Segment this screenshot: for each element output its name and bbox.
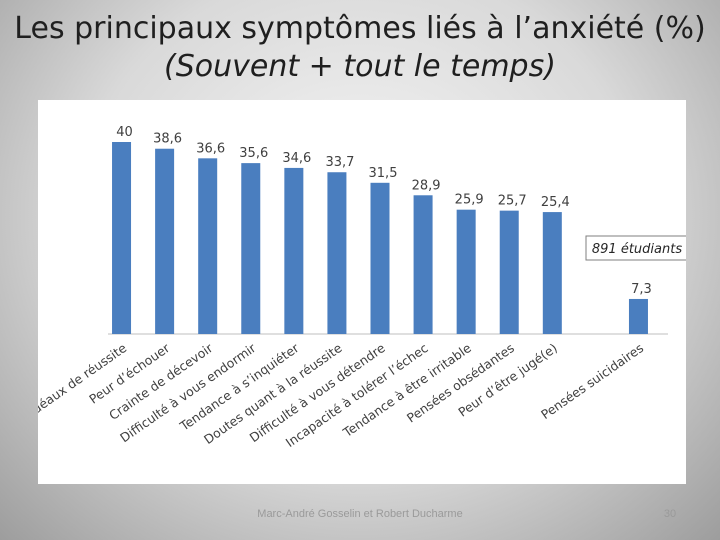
data-label: 38,6 <box>153 132 182 147</box>
bar <box>241 163 261 334</box>
data-label: 33,7 <box>325 155 354 170</box>
title-line-1: Les principaux symptômes liés à l’anxiét… <box>14 11 706 46</box>
data-label: 34,6 <box>282 151 311 166</box>
bar <box>542 212 562 334</box>
data-label: 35,6 <box>239 146 268 161</box>
bar <box>284 167 304 334</box>
bar <box>413 195 433 334</box>
data-label: 31,5 <box>369 166 398 181</box>
annotation-frame <box>585 235 686 261</box>
data-label: 25,4 <box>541 195 570 210</box>
footer-credit: Marc-André Gosselin et Robert Ducharme <box>257 508 463 520</box>
page-number: 30 <box>663 508 677 520</box>
bar <box>155 148 175 334</box>
bar <box>628 298 648 334</box>
data-label: 40 <box>116 125 133 140</box>
chart-panel: 40 Idéaux de réussite 38,6 Peur d’échouer 36… <box>38 100 686 484</box>
data-label: 25,7 <box>498 194 527 209</box>
annotation-text: 891 étudiants <box>592 242 682 257</box>
data-label: 25,9 <box>455 193 484 208</box>
bar <box>456 209 476 334</box>
bar <box>370 182 390 334</box>
data-label: 36,6 <box>196 141 225 156</box>
bar <box>499 210 519 334</box>
title-line-2: (Souvent + tout le temps) <box>164 49 556 84</box>
data-label: 7,3 <box>631 282 652 297</box>
slide-title: Les principaux symptômes liés à l’anxiét… <box>0 10 720 86</box>
data-label: 28,9 <box>412 178 441 193</box>
bar <box>198 158 218 334</box>
bar <box>112 142 132 334</box>
annotation-box: 891 étudiants <box>585 235 686 261</box>
bar <box>327 172 347 334</box>
